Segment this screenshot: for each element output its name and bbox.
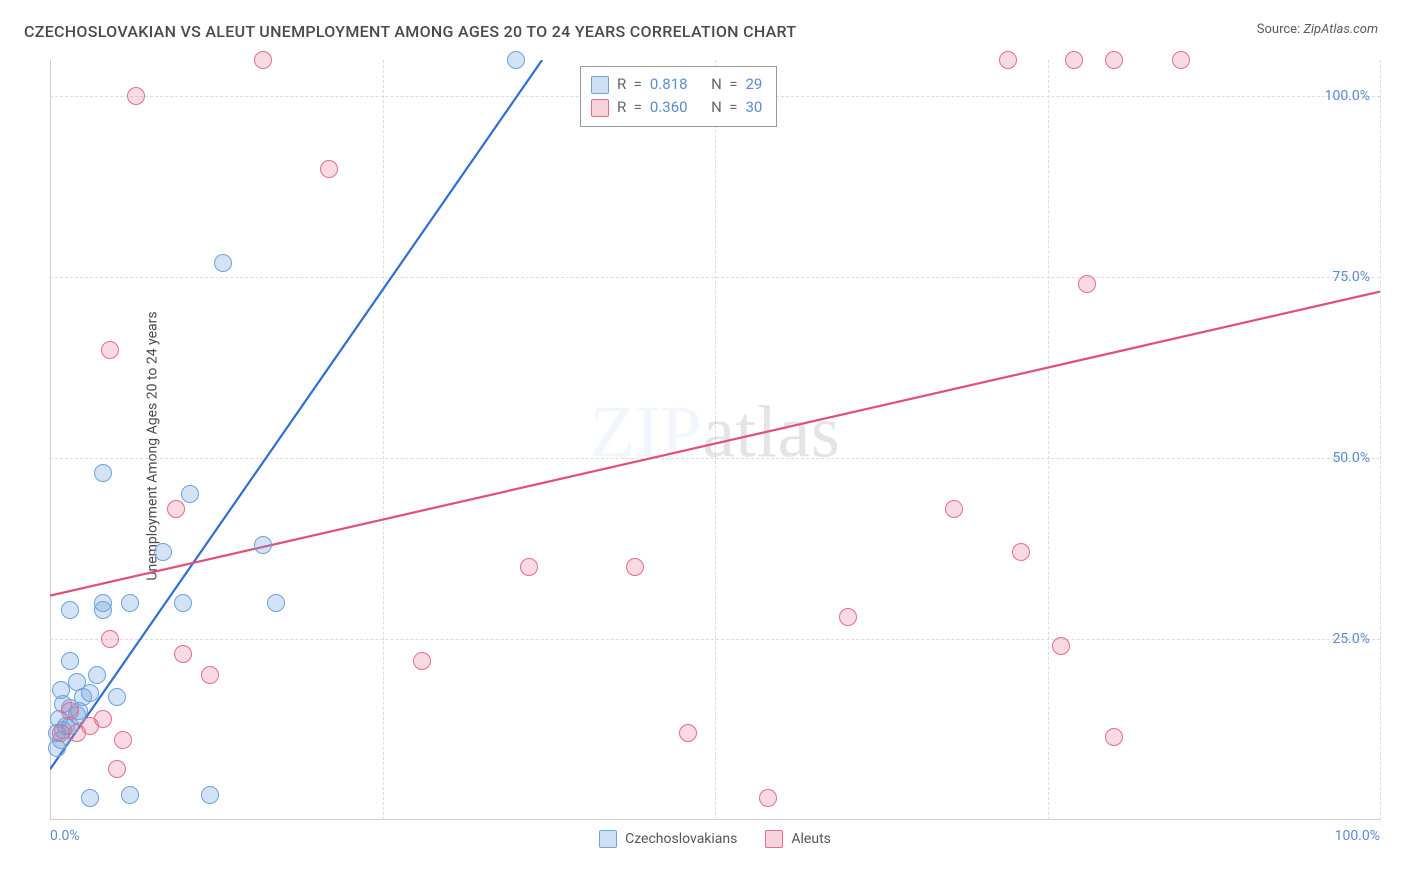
data-point-a bbox=[121, 786, 139, 804]
data-point-a bbox=[61, 652, 79, 670]
legend-item-czechoslovakians: Czechoslovakians bbox=[599, 830, 737, 848]
data-point-b bbox=[61, 702, 79, 720]
data-point-a bbox=[267, 594, 285, 612]
gridline-v bbox=[1048, 60, 1049, 820]
data-point-b bbox=[254, 51, 272, 69]
y-axis-line bbox=[50, 60, 51, 820]
swatch-aleuts-icon bbox=[591, 99, 609, 117]
data-point-b bbox=[945, 500, 963, 518]
swatch-czechoslovakians-icon bbox=[591, 76, 609, 94]
data-point-b bbox=[999, 51, 1017, 69]
x-tick-label: 100.0% bbox=[1335, 828, 1380, 844]
data-point-b bbox=[167, 500, 185, 518]
data-point-b bbox=[94, 710, 112, 728]
data-point-a bbox=[214, 254, 232, 272]
gridline-v bbox=[383, 60, 384, 820]
data-point-b bbox=[759, 789, 777, 807]
r-label: R = bbox=[617, 73, 642, 96]
swatch-czechoslovakians-icon bbox=[599, 830, 617, 848]
data-point-a bbox=[507, 51, 525, 69]
n-value-a: 29 bbox=[745, 73, 762, 96]
source-attribution: Source: ZipAtlas.com bbox=[1257, 22, 1378, 37]
data-point-b bbox=[101, 630, 119, 648]
legend: Czechoslovakians Aleuts bbox=[50, 830, 1380, 848]
data-point-a bbox=[201, 786, 219, 804]
data-point-b bbox=[114, 731, 132, 749]
data-point-b bbox=[108, 760, 126, 778]
data-point-b bbox=[101, 341, 119, 359]
legend-label: Czechoslovakians bbox=[625, 831, 737, 847]
trend-line-a bbox=[50, 60, 542, 769]
y-tick-label: 50.0% bbox=[1332, 450, 1370, 466]
r-value-b: 0.360 bbox=[650, 96, 688, 119]
data-point-b bbox=[413, 652, 431, 670]
y-tick-label: 100.0% bbox=[1325, 88, 1370, 104]
n-label: N = bbox=[711, 96, 737, 119]
source-prefix: Source: bbox=[1257, 22, 1304, 37]
data-point-a bbox=[121, 594, 139, 612]
data-point-a bbox=[108, 688, 126, 706]
legend-item-aleuts: Aleuts bbox=[765, 830, 830, 848]
data-point-b bbox=[201, 666, 219, 684]
data-point-b bbox=[679, 724, 697, 742]
data-point-b bbox=[626, 558, 644, 576]
r-label: R = bbox=[617, 96, 642, 119]
data-point-b bbox=[127, 87, 145, 105]
n-label: N = bbox=[711, 73, 737, 96]
data-point-a bbox=[181, 485, 199, 503]
data-point-a bbox=[94, 594, 112, 612]
data-point-a bbox=[68, 673, 86, 691]
source-link[interactable]: ZipAtlas.com bbox=[1303, 22, 1378, 37]
watermark-part-b: atlas bbox=[702, 392, 840, 474]
legend-label: Aleuts bbox=[791, 831, 830, 847]
data-point-b bbox=[1105, 51, 1123, 69]
correlation-stats-box: R = 0.818 N = 29 R = 0.360 N = 30 bbox=[580, 66, 777, 127]
scatter-plot: ZIPatlas R = 0.818 N = 29 R = 0.360 N = … bbox=[50, 60, 1380, 820]
data-point-b bbox=[1065, 51, 1083, 69]
x-axis-line bbox=[50, 819, 1380, 820]
data-point-b bbox=[520, 558, 538, 576]
y-tick-label: 25.0% bbox=[1332, 631, 1370, 647]
data-point-a bbox=[154, 543, 172, 561]
gridline-v bbox=[715, 60, 716, 820]
data-point-b bbox=[1078, 275, 1096, 293]
data-point-b bbox=[1172, 51, 1190, 69]
y-tick-label: 75.0% bbox=[1332, 269, 1370, 285]
stat-row-b: R = 0.360 N = 30 bbox=[591, 96, 762, 119]
data-point-a bbox=[94, 464, 112, 482]
x-tick-label: 0.0% bbox=[50, 828, 80, 844]
gridline-h bbox=[50, 277, 1380, 278]
gridline-v bbox=[1380, 60, 1381, 820]
data-point-a bbox=[61, 601, 79, 619]
gridline-h bbox=[50, 458, 1380, 459]
data-point-a bbox=[254, 536, 272, 554]
data-point-a bbox=[81, 789, 99, 807]
data-point-b bbox=[174, 645, 192, 663]
data-point-b bbox=[1105, 728, 1123, 746]
data-point-a bbox=[88, 666, 106, 684]
stat-row-a: R = 0.818 N = 29 bbox=[591, 73, 762, 96]
gridline-h bbox=[50, 639, 1380, 640]
r-value-a: 0.818 bbox=[650, 73, 688, 96]
data-point-b bbox=[1052, 637, 1070, 655]
chart-title: CZECHOSLOVAKIAN VS ALEUT UNEMPLOYMENT AM… bbox=[24, 22, 796, 41]
n-value-b: 30 bbox=[745, 96, 762, 119]
watermark-part-a: ZIP bbox=[590, 392, 703, 474]
data-point-b bbox=[320, 160, 338, 178]
data-point-a bbox=[174, 594, 192, 612]
swatch-aleuts-icon bbox=[765, 830, 783, 848]
data-point-b bbox=[1012, 543, 1030, 561]
data-point-b bbox=[839, 608, 857, 626]
